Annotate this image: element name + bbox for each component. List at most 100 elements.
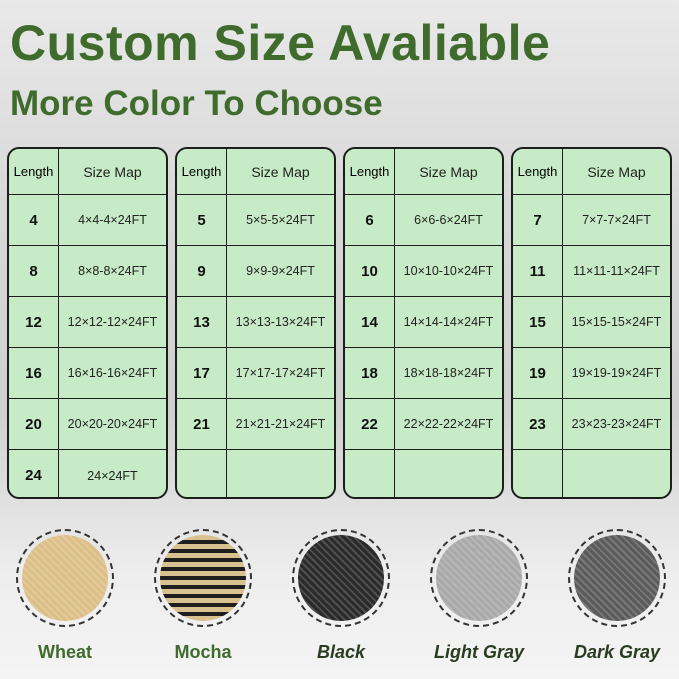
length-cell: 24 bbox=[9, 450, 59, 497]
length-header: Length bbox=[9, 149, 59, 194]
table-row: 22 22×22-22×24FT bbox=[345, 399, 502, 450]
size-cell: 15×15-15×24FT bbox=[571, 315, 662, 329]
length-cell: 23 bbox=[513, 399, 563, 449]
length-cell: 7 bbox=[513, 195, 563, 245]
color-swatch-dark-gray bbox=[568, 529, 666, 627]
length-cell: 19 bbox=[513, 348, 563, 398]
length-cell: 4 bbox=[9, 195, 59, 245]
size-cell: 24×24FT bbox=[87, 468, 138, 483]
table-header: Length Size Map bbox=[513, 149, 670, 195]
color-label: Black bbox=[316, 642, 366, 662]
headline: Custom Size Avaliable bbox=[10, 15, 551, 71]
size-map-header: Size Map bbox=[251, 163, 310, 180]
color-label: Wheat bbox=[38, 642, 92, 662]
color-swatch-light-gray bbox=[430, 529, 528, 627]
size-cell: 18×18-18×24FT bbox=[403, 366, 494, 380]
length-cell bbox=[177, 450, 227, 497]
length-cell: 13 bbox=[177, 297, 227, 347]
table-row: 10 10×10-10×24FT bbox=[345, 246, 502, 297]
length-header: Length bbox=[177, 149, 227, 194]
size-table: Length Size Map 5 5×5-5×24FT 9 9×9-9×24FT 13 13… bbox=[175, 147, 336, 499]
length-cell bbox=[345, 450, 395, 497]
table-row: 14 14×14-14×24FT bbox=[345, 297, 502, 348]
size-cell: 5×5-5×24FT bbox=[246, 213, 315, 227]
color-swatch-wheat bbox=[16, 529, 114, 627]
table-row bbox=[345, 450, 502, 497]
size-map-header: Size Map bbox=[83, 163, 142, 180]
length-cell: 18 bbox=[345, 348, 395, 398]
table-header: Length Size Map bbox=[9, 149, 166, 195]
size-table: Length Size Map 6 6×6-6×24FT 10 10×10-10×24FT… bbox=[343, 147, 504, 499]
table-row: 9 9×9-9×24FT bbox=[177, 246, 334, 297]
color-label: Mocha bbox=[174, 642, 232, 662]
table-row: 24 24×24FT bbox=[9, 450, 166, 497]
size-cell: 7×7-7×24FT bbox=[582, 213, 651, 227]
size-cell: 8×8-8×24FT bbox=[78, 264, 147, 278]
length-cell: 11 bbox=[513, 246, 563, 296]
table-row: 7 7×7-7×24FT bbox=[513, 195, 670, 246]
table-row: 17 17×17-17×24FT bbox=[177, 348, 334, 399]
table-row: 20 20×20-20×24FT bbox=[9, 399, 166, 450]
length-cell: 8 bbox=[9, 246, 59, 296]
size-cell: 21×21-21×24FT bbox=[235, 417, 326, 431]
subheadline: More Color To Choose bbox=[10, 84, 383, 123]
length-cell: 15 bbox=[513, 297, 563, 347]
size-cell: 4×4-4×24FT bbox=[78, 213, 147, 227]
size-table: Length Size Map 4 4×4-4×24FT 8 8×8-8×24FT 12 12… bbox=[7, 147, 168, 499]
table-row: 6 6×6-6×24FT bbox=[345, 195, 502, 246]
color-swatch-black bbox=[292, 529, 390, 627]
table-row: 16 16×16-16×24FT bbox=[9, 348, 166, 399]
size-map-header: Size Map bbox=[419, 163, 478, 180]
table-row: 4 4×4-4×24FT bbox=[9, 195, 166, 246]
table-row: 13 13×13-13×24FT bbox=[177, 297, 334, 348]
length-header: Length bbox=[513, 149, 563, 194]
size-cell: 22×22-22×24FT bbox=[403, 417, 494, 431]
size-cell bbox=[395, 450, 502, 497]
color-swatch-mocha bbox=[154, 529, 252, 627]
size-cell: 13×13-13×24FT bbox=[235, 315, 326, 329]
table-row: 19 19×19-19×24FT bbox=[513, 348, 670, 399]
size-cell: 16×16-16×24FT bbox=[67, 366, 158, 380]
size-cell: 11×11-11×24FT bbox=[573, 264, 660, 278]
table-row bbox=[177, 450, 334, 497]
table-header: Length Size Map bbox=[177, 149, 334, 195]
size-cell bbox=[563, 450, 670, 497]
length-cell: 14 bbox=[345, 297, 395, 347]
table-row: 21 21×21-21×24FT bbox=[177, 399, 334, 450]
length-cell: 20 bbox=[9, 399, 59, 449]
size-cell: 20×20-20×24FT bbox=[67, 417, 158, 431]
table-row: 18 18×18-18×24FT bbox=[345, 348, 502, 399]
size-table: Length Size Map 7 7×7-7×24FT 11 11×11-11×24FT… bbox=[511, 147, 672, 499]
size-cell: 14×14-14×24FT bbox=[403, 315, 494, 329]
table-row: 8 8×8-8×24FT bbox=[9, 246, 166, 297]
table-row: 11 11×11-11×24FT bbox=[513, 246, 670, 297]
length-cell: 9 bbox=[177, 246, 227, 296]
table-row: 15 15×15-15×24FT bbox=[513, 297, 670, 348]
size-cell: 17×17-17×24FT bbox=[235, 366, 326, 380]
length-cell: 12 bbox=[9, 297, 59, 347]
color-label: Dark Gray bbox=[573, 642, 661, 662]
length-cell: 6 bbox=[345, 195, 395, 245]
table-row bbox=[513, 450, 670, 497]
table-row: 23 23×23-23×24FT bbox=[513, 399, 670, 450]
size-cell bbox=[227, 450, 334, 497]
table-header: Length Size Map bbox=[345, 149, 502, 195]
length-cell: 22 bbox=[345, 399, 395, 449]
color-label: Light Gray bbox=[433, 642, 524, 662]
length-header: Length bbox=[345, 149, 395, 194]
size-cell: 23×23-23×24FT bbox=[571, 417, 662, 431]
size-map-header: Size Map bbox=[587, 163, 646, 180]
size-cell: 12×12-12×24FT bbox=[67, 315, 158, 329]
length-cell: 21 bbox=[177, 399, 227, 449]
size-cell: 10×10-10×24FT bbox=[403, 264, 494, 278]
length-cell: 5 bbox=[177, 195, 227, 245]
table-row: 5 5×5-5×24FT bbox=[177, 195, 334, 246]
size-cell: 9×9-9×24FT bbox=[246, 264, 315, 278]
size-cell: 6×6-6×24FT bbox=[414, 213, 483, 227]
length-cell bbox=[513, 450, 563, 497]
length-cell: 16 bbox=[9, 348, 59, 398]
size-cell: 19×19-19×24FT bbox=[571, 366, 662, 380]
length-cell: 10 bbox=[345, 246, 395, 296]
length-cell: 17 bbox=[177, 348, 227, 398]
